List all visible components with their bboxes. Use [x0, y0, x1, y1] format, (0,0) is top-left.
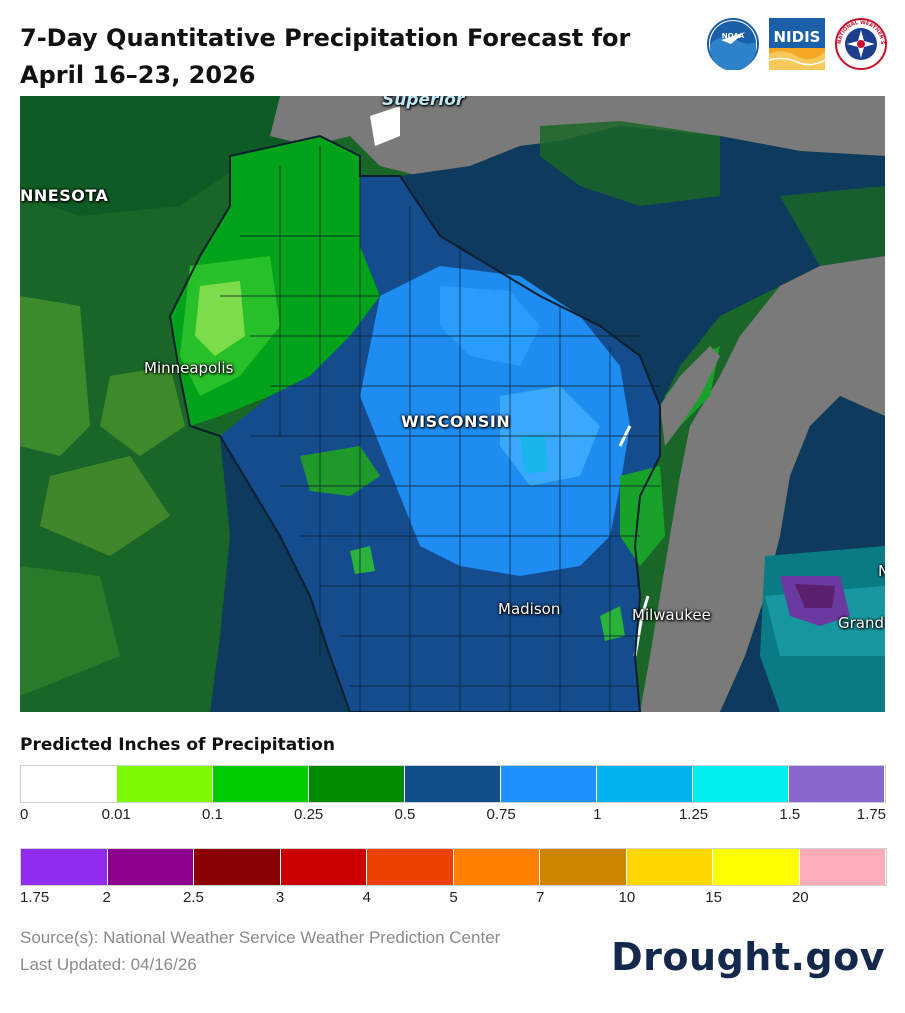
- legend-ticks-row1: 0 0.01 0.1 0.25 0.5 0.75 1 1.25 1.5 1.75: [20, 806, 886, 826]
- legend-tick-row1-0: 0: [20, 806, 29, 823]
- legend-swatch-row1-5: [501, 766, 597, 802]
- label-lake-superior: Superior: [382, 96, 465, 110]
- label-minneapolis: Minneapolis: [144, 359, 234, 377]
- legend-tick-row2-9: 20: [791, 889, 809, 906]
- nidis-logo-text: NIDIS: [774, 28, 821, 46]
- source-text: Source(s): National Weather Service Weat…: [20, 928, 501, 947]
- legend-tick-row2-0: 1.75: [20, 889, 50, 906]
- source-block: Source(s): National Weather Service Weat…: [20, 924, 500, 978]
- legend-swatch-row1-8: [789, 766, 885, 802]
- legend-swatch-row2-8: [713, 849, 800, 885]
- map-canvas: [20, 96, 885, 712]
- legend-tick-row2-4: 4: [362, 889, 371, 906]
- nidis-logo-icon: NIDIS: [769, 18, 825, 70]
- legend-tick-row1-9: 1.75: [856, 806, 886, 823]
- legend-tick-row2-2: 2.5: [182, 889, 204, 906]
- legend-ticks-row2: 1.75 2 2.5 3 4 5 7 10 15 20: [20, 889, 887, 909]
- legend-swatch-row2-6: [540, 849, 627, 885]
- legend-tick-row2-8: 15: [705, 889, 722, 906]
- legend-scale-row1: [20, 765, 886, 803]
- noaa-logo-text: NOAA: [722, 32, 745, 40]
- legend-title: Predicted Inches of Precipitation: [20, 735, 335, 755]
- legend-tick-row1-2: 0.1: [202, 806, 223, 823]
- legend-tick-row1-3: 0.25: [294, 806, 324, 823]
- legend-tick-row2-1: 2: [102, 889, 111, 906]
- legend-tick-row1-6: 1: [593, 806, 602, 823]
- legend-tick-row2-7: 10: [618, 889, 636, 906]
- legend-swatch-row2-1: [107, 849, 194, 885]
- page-title: 7-Day Quantitative Precipitation Forecas…: [20, 24, 631, 89]
- label-grand-rapids: Grand: [838, 614, 885, 632]
- drought-gov-brand[interactable]: Drought.gov: [611, 935, 885, 979]
- legend-tick-row2-5: 5: [449, 889, 458, 906]
- legend-swatch-row1-4: [405, 766, 501, 802]
- label-wisconsin: WISCONSIN: [401, 412, 511, 431]
- legend-swatch-row2-0: [21, 849, 108, 885]
- legend-swatch-row1-0: [21, 766, 117, 802]
- legend-swatch-row1-3: [309, 766, 405, 802]
- precipitation-map[interactable]: NNESOTA Superior Minneapolis WISCONSIN M…: [20, 96, 885, 712]
- legend-tick-row1-7: 1.25: [678, 806, 709, 823]
- legend-swatch-row2-5: [453, 849, 540, 885]
- legend-tick-row2-6: 7: [536, 889, 545, 906]
- legend-swatch-row1-6: [597, 766, 693, 802]
- logo-group: NOAA NIDIS NATIONAL WEATHER SERVICE: [707, 18, 887, 70]
- noaa-logo-icon: NOAA: [707, 18, 759, 70]
- legend-swatch-row1-7: [693, 766, 789, 802]
- label-milwaukee: Milwaukee: [632, 606, 711, 624]
- legend-swatch-row1-2: [213, 766, 309, 802]
- legend-scale-row2: [20, 848, 887, 886]
- legend-swatch-row2-2: [194, 849, 281, 885]
- legend-tick-row1-8: 1.5: [779, 806, 801, 823]
- label-edge-n: N: [878, 562, 885, 580]
- legend-tick-row1-1: 0.01: [101, 806, 131, 823]
- legend-swatch-row2-4: [367, 849, 454, 885]
- legend-tick-row1-5: 0.75: [486, 806, 516, 823]
- label-minnesota: NNESOTA: [20, 186, 109, 205]
- last-updated-text: Last Updated: 04/16/26: [20, 955, 197, 974]
- legend-swatch-row1-1: [117, 766, 213, 802]
- label-madison: Madison: [498, 600, 561, 618]
- nws-logo-icon: NATIONAL WEATHER SERVICE: [835, 18, 887, 70]
- legend-swatch-row2-7: [626, 849, 713, 885]
- legend-tick-row2-3: 3: [275, 889, 285, 906]
- legend-swatch-row2-9: [799, 849, 886, 885]
- legend-swatch-row2-3: [280, 849, 367, 885]
- legend-tick-row1-4: 0.5: [394, 806, 416, 823]
